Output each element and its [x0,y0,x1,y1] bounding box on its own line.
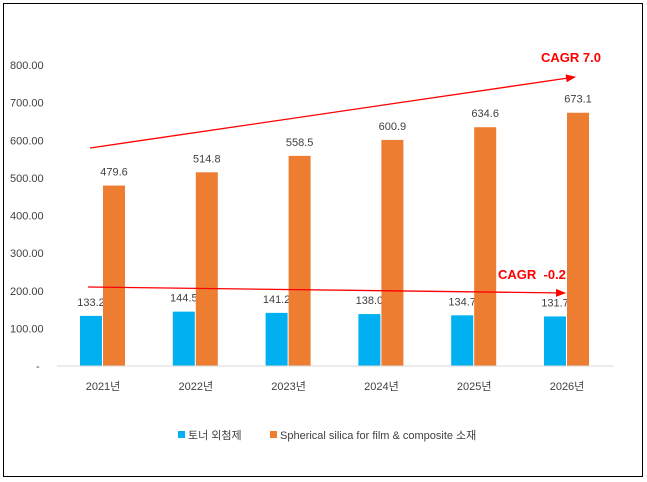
data-label: 144.5 [170,293,198,305]
y-tick-label: 200.00 [10,286,44,298]
y-tick-label: 300.00 [10,248,44,260]
x-tick-label: 2021년 [86,380,121,393]
legend-swatch [270,431,277,438]
data-label: 634.6 [471,108,499,120]
legend-label: 토너 외첨제 [188,429,242,442]
y-tick-label: 600.00 [10,135,44,147]
data-label: 600.9 [379,121,407,133]
cagr-arrow-up [89,74,576,149]
bar [80,315,102,366]
data-label: 673.1 [564,94,592,106]
data-label: 514.8 [193,153,221,165]
data-label: 134.7 [448,296,476,308]
bar [544,316,566,366]
cagr-label: CAGR 7.0 [541,50,601,65]
data-label: 133.2 [77,297,105,309]
data-label: 479.6 [100,167,128,179]
bar [474,127,497,366]
bar [265,312,288,366]
chart-frame [3,3,643,477]
data-label: 131.7 [541,297,569,309]
x-tick-label: 2023년 [271,380,306,393]
legend-swatch [178,431,185,438]
y-tick-label: 500.00 [10,173,44,185]
bar [103,185,125,366]
cagr-label: CAGR -0.2 [498,267,566,282]
x-tick-label: 2024년 [364,380,399,393]
y-tick-label: 800.00 [10,60,44,72]
bar [172,311,195,366]
y-tick-label: 100.00 [10,323,44,335]
x-tick-label: 2025년 [457,380,492,393]
bar [451,315,474,366]
x-tick-label: 2026년 [550,380,585,393]
bar [381,139,404,366]
bar [195,172,218,366]
y-tick-label: 400.00 [10,211,44,223]
data-label: 138.0 [356,295,384,307]
y-tick-label: - [36,361,40,373]
legend-label: Spherical silica for film & composite 소재 [280,429,476,442]
bar [288,155,311,366]
data-label: 141.2 [263,294,291,306]
x-tick-label: 2022년 [179,380,214,393]
bar [567,112,589,366]
cagr-arrow-flat [87,286,566,297]
y-tick-label: 700.00 [10,98,44,110]
bar [358,314,381,366]
data-label: 558.5 [286,137,314,149]
